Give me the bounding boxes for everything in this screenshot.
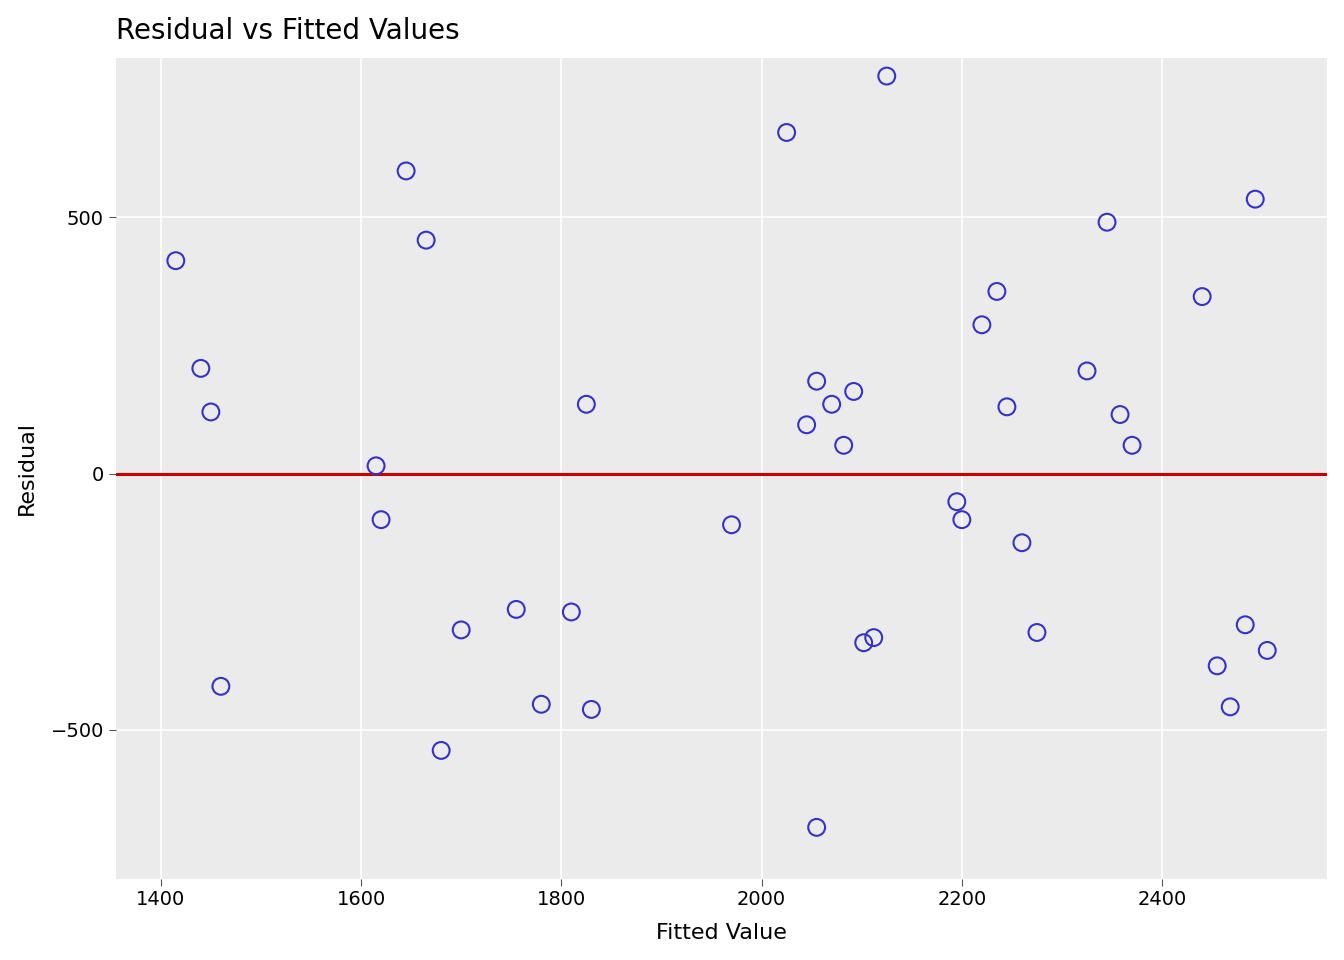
Point [200,404,222,420]
Point [1191,289,1212,304]
Point [946,494,968,510]
Point [371,512,392,527]
Point [575,396,597,412]
Point [972,317,993,332]
Point [821,396,843,412]
Point [531,697,552,712]
Point [1235,617,1257,633]
Point [415,232,437,248]
Point [505,602,527,617]
Point [560,604,582,619]
Point [210,679,231,694]
Point [986,284,1008,300]
Point [1121,438,1142,453]
Point [720,517,742,533]
Point [863,630,884,645]
Point [366,458,387,473]
Point [843,384,864,399]
Point [450,622,472,637]
Point [775,125,797,140]
Point [1077,363,1098,378]
Text: Residual vs Fitted Values: Residual vs Fitted Values [116,16,460,45]
Point [1219,699,1241,714]
Point [876,68,898,84]
Point [430,743,452,758]
Point [806,373,828,389]
Point [833,438,855,453]
Point [581,702,602,717]
Point [796,417,817,432]
Point [165,253,187,269]
Point [853,636,875,651]
Point [1027,625,1048,640]
Point [395,163,417,179]
Point [190,361,211,376]
Y-axis label: Residual: Residual [16,421,36,516]
Point [1207,659,1228,674]
X-axis label: Fitted Value: Fitted Value [656,924,788,944]
Point [806,820,828,835]
Point [1011,535,1032,550]
Point [1097,214,1118,229]
Point [996,399,1017,415]
Point [1257,643,1278,659]
Point [1245,191,1266,206]
Point [952,512,973,527]
Point [1109,407,1130,422]
